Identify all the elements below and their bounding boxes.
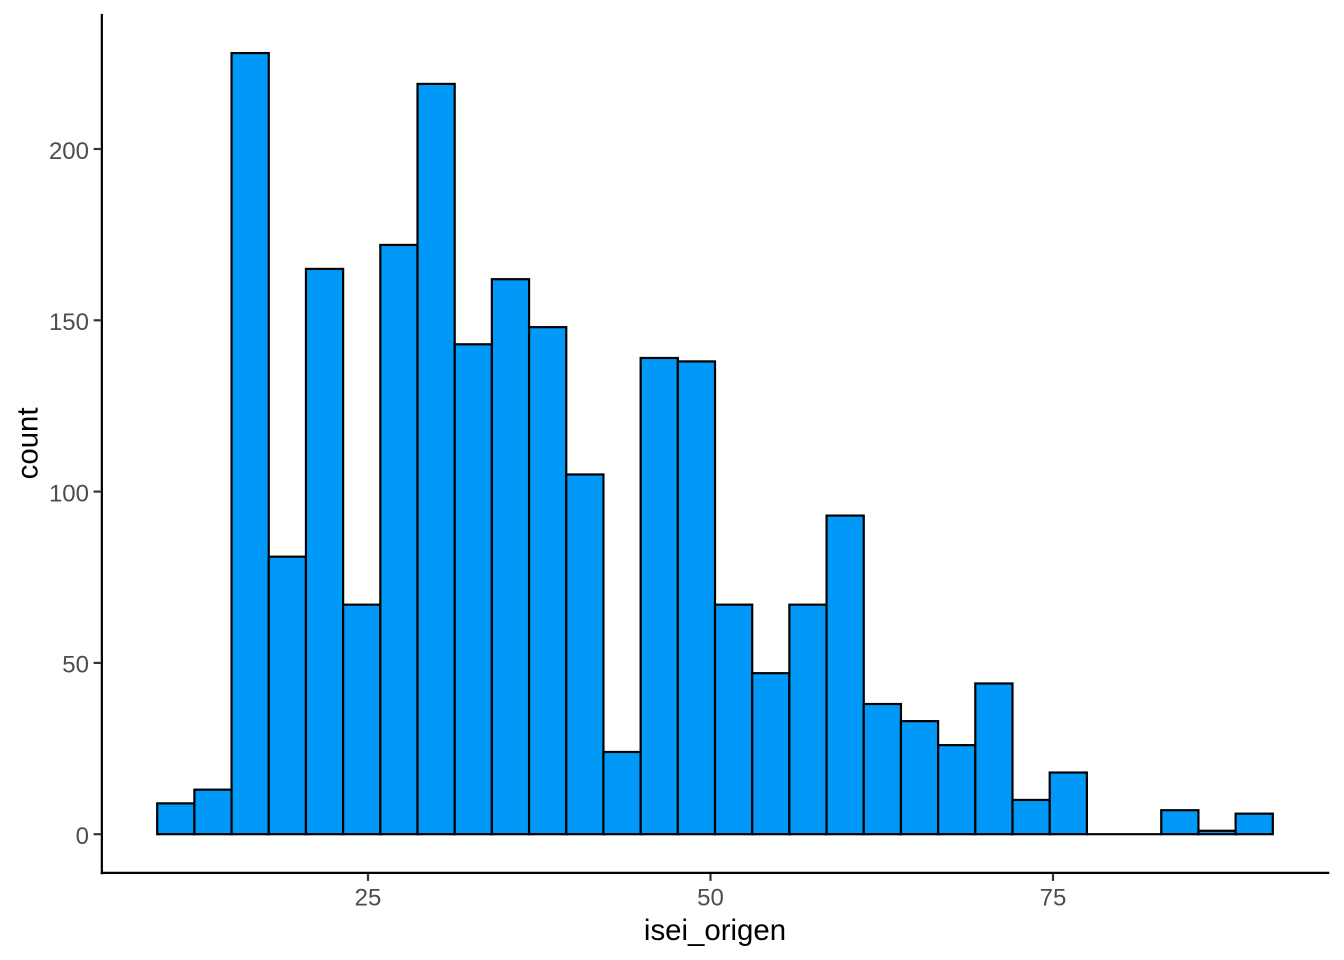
- svg-text:count: count: [11, 407, 44, 479]
- svg-text:isei_origen: isei_origen: [644, 914, 786, 947]
- svg-text:150: 150: [49, 309, 89, 336]
- svg-text:100: 100: [49, 480, 89, 507]
- svg-text:50: 50: [62, 652, 89, 679]
- svg-text:0: 0: [76, 823, 89, 850]
- svg-text:25: 25: [355, 885, 382, 912]
- svg-text:75: 75: [1040, 885, 1067, 912]
- svg-text:200: 200: [49, 138, 89, 165]
- svg-text:50: 50: [697, 885, 724, 912]
